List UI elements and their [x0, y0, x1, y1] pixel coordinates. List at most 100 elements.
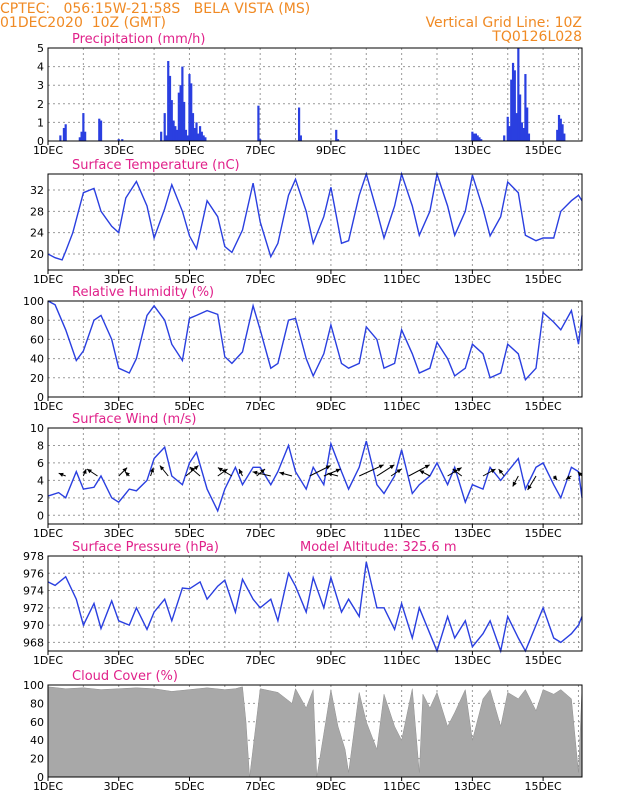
precip-ytick-label: 3 — [37, 79, 44, 92]
cloud-ytick-label: 40 — [30, 734, 44, 747]
temp-series-line — [47, 171, 583, 261]
wind-vector-head — [396, 469, 402, 474]
precip-bar — [174, 126, 177, 141]
cloud-ytick-label: 0 — [37, 771, 44, 784]
wind-xtick-label: 11DEC — [383, 527, 420, 540]
temp-frame — [47, 173, 583, 271]
temp-xtick-label: 7DEC — [245, 273, 275, 286]
wind-series-line — [47, 440, 583, 513]
precip-bar — [524, 74, 527, 141]
wind-vector-head — [189, 466, 195, 472]
rh-xtick-label: 15DEC — [525, 400, 562, 413]
precip-ytick-label: 1 — [37, 116, 44, 129]
wind-vector-head — [456, 467, 462, 472]
precip-xtick-label: 3DEC — [104, 144, 134, 157]
wind-vector-head — [279, 471, 285, 476]
precip-bar — [520, 122, 523, 141]
pres-ytick-label: 970 — [23, 619, 44, 632]
wind-vector-head — [252, 470, 258, 475]
wind-vector-head — [58, 472, 64, 477]
temp-xtick-label: 11DEC — [383, 273, 420, 286]
precip-bar — [165, 135, 168, 141]
wind-xtick-label: 3DEC — [104, 527, 134, 540]
precip-bar — [259, 139, 262, 141]
wind-vector-head — [122, 467, 128, 473]
temp-ytick-label: 20 — [30, 248, 44, 261]
wind-vector-head — [149, 467, 154, 473]
precip-bar — [474, 133, 478, 141]
pres-panel: 968 970 972 974 976 978 1DEC 3DEC 5DEC 7DEC 9DEC 11… — [23, 540, 583, 667]
temp-panel: 20 24 28 32 1DEC 3DEC 5DEC 7DEC 9DEC 11DEC 13DEC 15… — [30, 158, 583, 286]
wind-ytick-label: 10 — [30, 422, 44, 435]
cloud-panel: 0 20 40 60 80 100 1DEC 3DEC 5DEC 7DEC 9DEC 11DEC 13D… — [23, 669, 583, 793]
precip-bar — [510, 79, 513, 141]
wind-vector-head — [87, 469, 92, 474]
pres-series-line — [47, 561, 583, 654]
precip-xtick-label: 1DEC — [33, 144, 63, 157]
precip-bar — [526, 107, 529, 141]
precip-bar — [506, 116, 509, 141]
cloud-xtick-label: 15DEC — [525, 780, 562, 793]
precip-bar — [183, 101, 186, 141]
temp-xtick-label: 15DEC — [525, 273, 562, 286]
rh-xtick-label: 11DEC — [383, 400, 420, 413]
rh-ytick-label: 20 — [30, 372, 44, 385]
precip-bar — [177, 92, 180, 141]
temp-ytick-label: 24 — [30, 227, 44, 240]
wind-vector-head — [82, 469, 87, 474]
wind-vector-head — [159, 465, 165, 471]
pres-xtick-label: 15DEC — [525, 654, 562, 667]
precip-bar — [98, 118, 101, 141]
precip-bar — [471, 131, 474, 141]
wind-ytick-label: 8 — [37, 439, 44, 452]
precip-bar — [478, 137, 481, 141]
rh-xtick-label: 13DEC — [454, 400, 491, 413]
precip-bar — [515, 113, 518, 141]
precip-bar — [503, 135, 506, 141]
pres-ytick-label: 974 — [23, 585, 44, 598]
cloud-ytick-label: 60 — [30, 716, 44, 729]
precip-bar — [117, 139, 120, 141]
cloud-ytick-label: 100 — [23, 679, 44, 692]
precip-bar — [527, 133, 531, 141]
wind-vector-head — [452, 469, 458, 474]
wind-title: Surface Wind (m/s) — [72, 412, 196, 427]
rh-ytick-label: 40 — [30, 353, 44, 366]
pres-xtick-label: 13DEC — [454, 654, 491, 667]
temp-xtick-label: 3DEC — [104, 273, 134, 286]
run-date: 01DEC2020 10Z (GMT) — [0, 15, 167, 31]
precip-bar — [186, 135, 189, 141]
rh-title: Relative Humidity (%) — [72, 285, 214, 300]
precip-xtick-label: 9DEC — [316, 144, 346, 157]
wind-frame — [47, 427, 583, 525]
pres-frame — [47, 555, 583, 652]
precip-bar — [193, 127, 196, 141]
cloud-xtick-label: 13DEC — [454, 780, 491, 793]
wind-vector-head — [193, 465, 199, 471]
rh-ytick-label: 100 — [23, 295, 44, 308]
precip-bar — [84, 131, 87, 141]
rh-xtick-label: 3DEC — [104, 400, 134, 413]
precip-xtick-label: 5DEC — [174, 144, 204, 157]
pres-xtick-label: 7DEC — [245, 654, 275, 667]
precip-bar — [480, 139, 483, 141]
wind-xtick-label: 1DEC — [33, 527, 63, 540]
rh-ytick-label: 0 — [37, 391, 44, 404]
pres-xtick-label: 5DEC — [174, 654, 204, 667]
precip-bar — [99, 120, 103, 141]
cloud-xtick-label: 11DEC — [383, 780, 420, 793]
wind-vector-head — [389, 464, 395, 470]
precip-bar — [476, 135, 479, 141]
precip-bar — [195, 122, 198, 141]
cloud-xtick-label: 9DEC — [316, 780, 346, 793]
precip-xtick-label: 11DEC — [383, 144, 420, 157]
pres-xtick-label: 9DEC — [316, 654, 346, 667]
wind-vector-head — [527, 485, 532, 490]
precip-ytick-label: 2 — [37, 98, 44, 111]
precip-xtick-label: 15DEC — [525, 144, 562, 157]
precip-bar — [556, 129, 559, 141]
wind-vector-head — [577, 471, 583, 477]
precip-bar — [204, 137, 207, 141]
precip-bar — [184, 129, 188, 141]
